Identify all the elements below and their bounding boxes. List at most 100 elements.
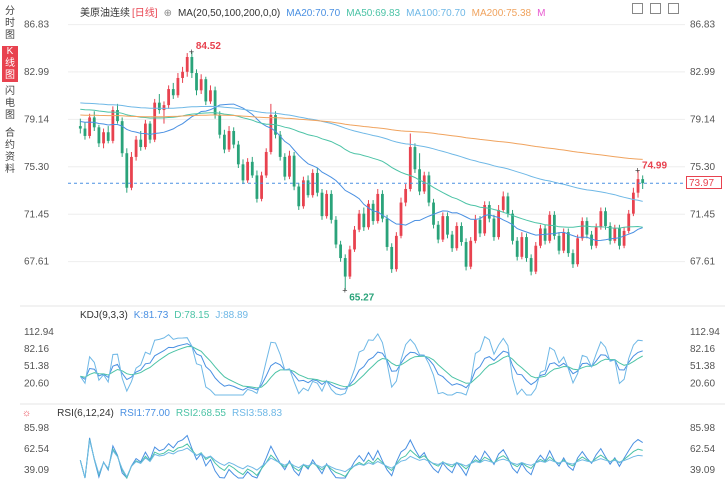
candle [153, 102, 157, 140]
candle [627, 213, 631, 231]
tab-kline[interactable]: K线图 [2, 46, 18, 82]
candle [631, 192, 635, 214]
rsi-settings-icon[interactable]: ☼ [22, 408, 32, 419]
y-tick-left: 67.61 [24, 257, 49, 268]
rsi3-value: RSI3:58.83 [231, 408, 283, 419]
candle [334, 219, 338, 245]
rsi-legend: ☼ RSI(6,12,24) RSI1:77.00 RSI2:68.55 RSI3:58… [22, 408, 288, 419]
layout-icon[interactable] [650, 3, 661, 14]
candle [376, 193, 380, 222]
side-tabs: 分时图 K线图 闪电图 合约资料 [0, 0, 20, 480]
candle [269, 114, 273, 152]
candle [506, 196, 510, 214]
candle [441, 216, 445, 240]
rsi1-value: RSI1:77.00 [119, 408, 170, 419]
period-selector[interactable]: [日线] [132, 8, 158, 19]
candle [529, 258, 533, 272]
kdj-params[interactable]: KDJ(9,3,3) [80, 310, 128, 321]
candle [88, 117, 92, 136]
tab-timeshare[interactable]: 分时图 [5, 6, 15, 41]
candle [288, 155, 291, 177]
kdj-tick-right: 51.38 [690, 361, 715, 372]
ma-params[interactable]: MA(20,50,100,200,0,0) [177, 8, 281, 19]
rsi-tick-right: 39.09 [690, 465, 715, 476]
candle [525, 237, 528, 259]
add-icon[interactable]: ⊕ [163, 8, 172, 19]
candle [171, 89, 175, 96]
candle [302, 180, 305, 207]
ma50-line [80, 108, 643, 229]
candle [106, 132, 110, 141]
y-tick-right: 71.45 [690, 209, 715, 220]
candle [167, 89, 171, 106]
candle [325, 193, 329, 217]
ma100-line [80, 102, 643, 202]
tab-contract-info[interactable]: 合约资料 [5, 128, 15, 175]
candle [571, 253, 575, 265]
instrument-name: 美原油连续 [80, 8, 130, 19]
y-tick-left: 82.99 [24, 67, 49, 78]
candle [223, 134, 226, 150]
candle [446, 216, 449, 235]
candle [455, 225, 459, 249]
candle [497, 209, 500, 238]
candle [306, 180, 310, 196]
rsi-tick-right: 62.54 [690, 444, 715, 455]
candle [339, 244, 342, 259]
candle [599, 211, 603, 228]
last-high-label-marker: + [635, 166, 640, 176]
ma20-value: MA20:70.70 [286, 8, 341, 19]
candle [97, 127, 101, 144]
more-indicator[interactable]: M [537, 8, 546, 19]
y-tick-right: 67.61 [690, 257, 715, 268]
candle [399, 202, 403, 236]
y-tick-right: 86.83 [690, 20, 715, 31]
ma100-value: MA100:70.70 [406, 8, 466, 19]
kdj-tick-left: 20.60 [24, 378, 49, 389]
candle [213, 90, 217, 115]
candle [204, 79, 208, 102]
candle [232, 131, 236, 145]
candle [436, 224, 440, 240]
candle [315, 172, 319, 193]
candle [255, 175, 259, 199]
candle [83, 128, 87, 136]
candle [590, 234, 593, 246]
candle [534, 245, 538, 272]
kdj-tick-right: 82.16 [690, 344, 715, 355]
kdj-tick-right: 20.60 [690, 378, 715, 389]
low-label-marker: + [342, 286, 347, 296]
candle [548, 214, 552, 241]
ma50-value: MA50:69.83 [346, 8, 401, 19]
candle [492, 218, 496, 238]
y-tick-left: 86.83 [24, 20, 49, 31]
candle [78, 126, 82, 129]
candle [162, 105, 166, 111]
rsi-params[interactable]: RSI(6,12,24) [57, 408, 114, 419]
ma200-line [80, 114, 643, 160]
kdj-d: D:78.15 [174, 310, 210, 321]
tab-flash[interactable]: 闪电图 [5, 86, 15, 121]
candle [520, 237, 524, 257]
candle [367, 203, 370, 228]
expand-icon[interactable] [668, 3, 679, 14]
candle [576, 238, 580, 265]
rsi-tick-right: 85.98 [690, 423, 715, 434]
kdj-d-line [80, 345, 643, 389]
candle [139, 139, 143, 148]
settings-icon[interactable] [632, 3, 643, 14]
candle [385, 218, 389, 247]
candle [641, 179, 645, 184]
rsi1-line [79, 434, 643, 479]
candle [464, 242, 468, 267]
candle [125, 153, 129, 188]
kdj-tick-left: 51.38 [24, 361, 49, 372]
candle [176, 77, 180, 96]
candle [511, 213, 514, 241]
candle [241, 164, 245, 181]
candle [566, 232, 570, 254]
y-tick-left: 71.45 [24, 209, 49, 220]
candle [130, 156, 133, 188]
candle [450, 234, 454, 249]
